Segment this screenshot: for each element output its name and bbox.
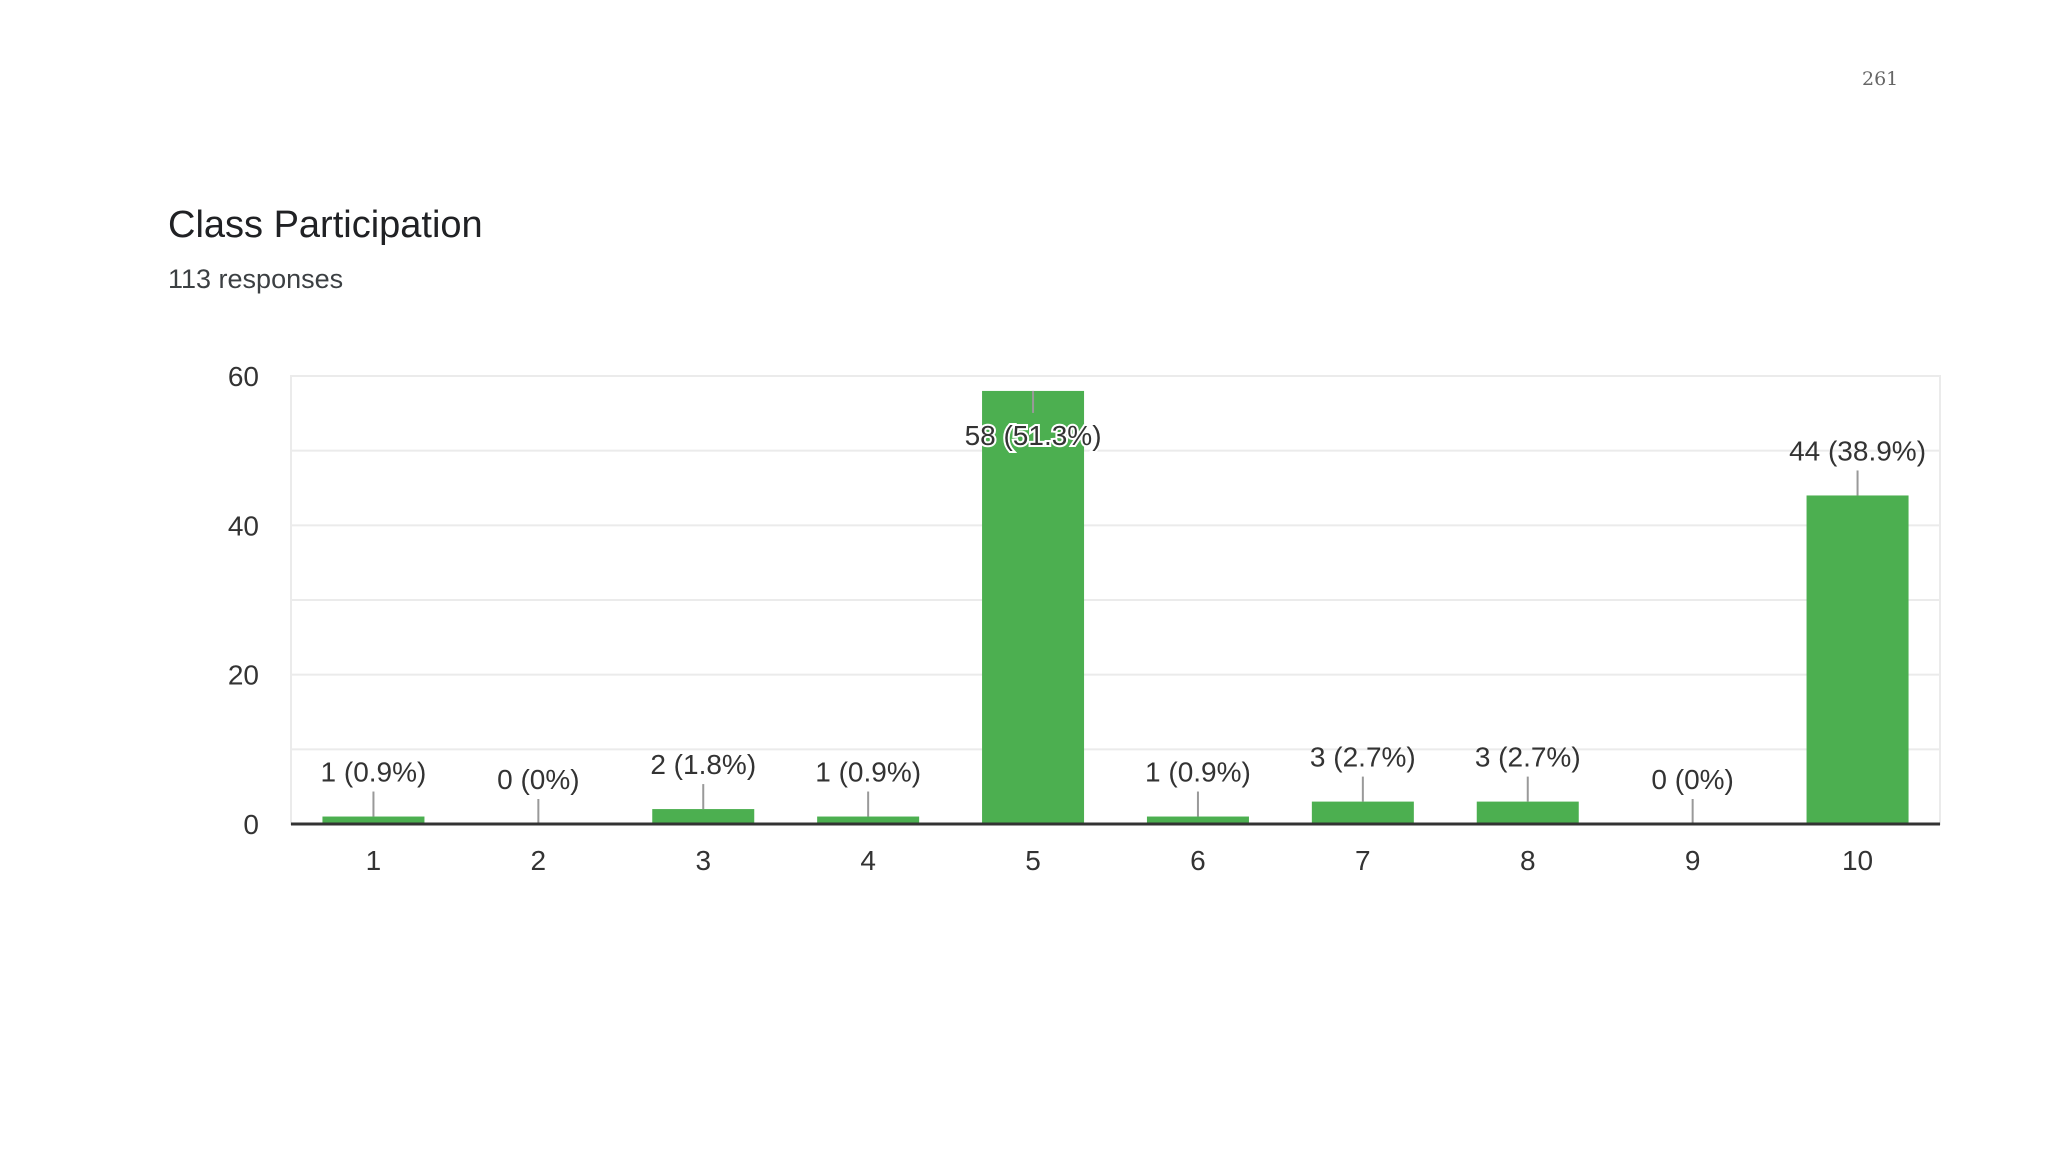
data-label: 1 (0.9%) [321,757,427,788]
bar [322,816,425,824]
x-tick-label: 6 [1190,845,1206,876]
bar [1146,816,1249,824]
data-label: 3 (2.7%) [1475,742,1581,773]
data-label: 1 (0.9%) [815,757,921,788]
x-tick-label: 1 [366,845,382,876]
page-number: 261 [1862,68,1899,90]
x-tick-label: 5 [1025,845,1041,876]
chart-title: Class Participation [168,204,483,246]
data-label: 3 (2.7%) [1310,742,1416,773]
x-tick-label: 3 [695,845,711,876]
data-label: 58 (51.3%) [965,420,1102,451]
x-tick-label: 4 [860,845,876,876]
bar [1476,801,1579,824]
x-tick-label: 8 [1520,845,1536,876]
data-label: 0 (0%) [1651,764,1733,795]
y-tick-label: 40 [228,510,259,541]
y-tick-label: 20 [228,660,259,691]
x-tick-label: 10 [1842,845,1873,876]
x-tick-label: 7 [1355,845,1371,876]
bar [817,816,920,824]
bar [1806,495,1909,824]
bar [982,390,1085,824]
y-tick-label: 0 [243,809,259,840]
y-tick-label: 60 [228,361,259,392]
response-count: 113 responses [168,264,344,294]
bar [652,809,755,824]
x-tick-label: 9 [1685,845,1701,876]
bar [1311,801,1414,824]
data-label: 0 (0%) [497,764,579,795]
data-label: 44 (38.9%) [1789,435,1926,466]
data-label: 2 (1.8%) [650,749,756,780]
data-label: 1 (0.9%) [1145,757,1251,788]
x-tick-label: 2 [531,845,547,876]
